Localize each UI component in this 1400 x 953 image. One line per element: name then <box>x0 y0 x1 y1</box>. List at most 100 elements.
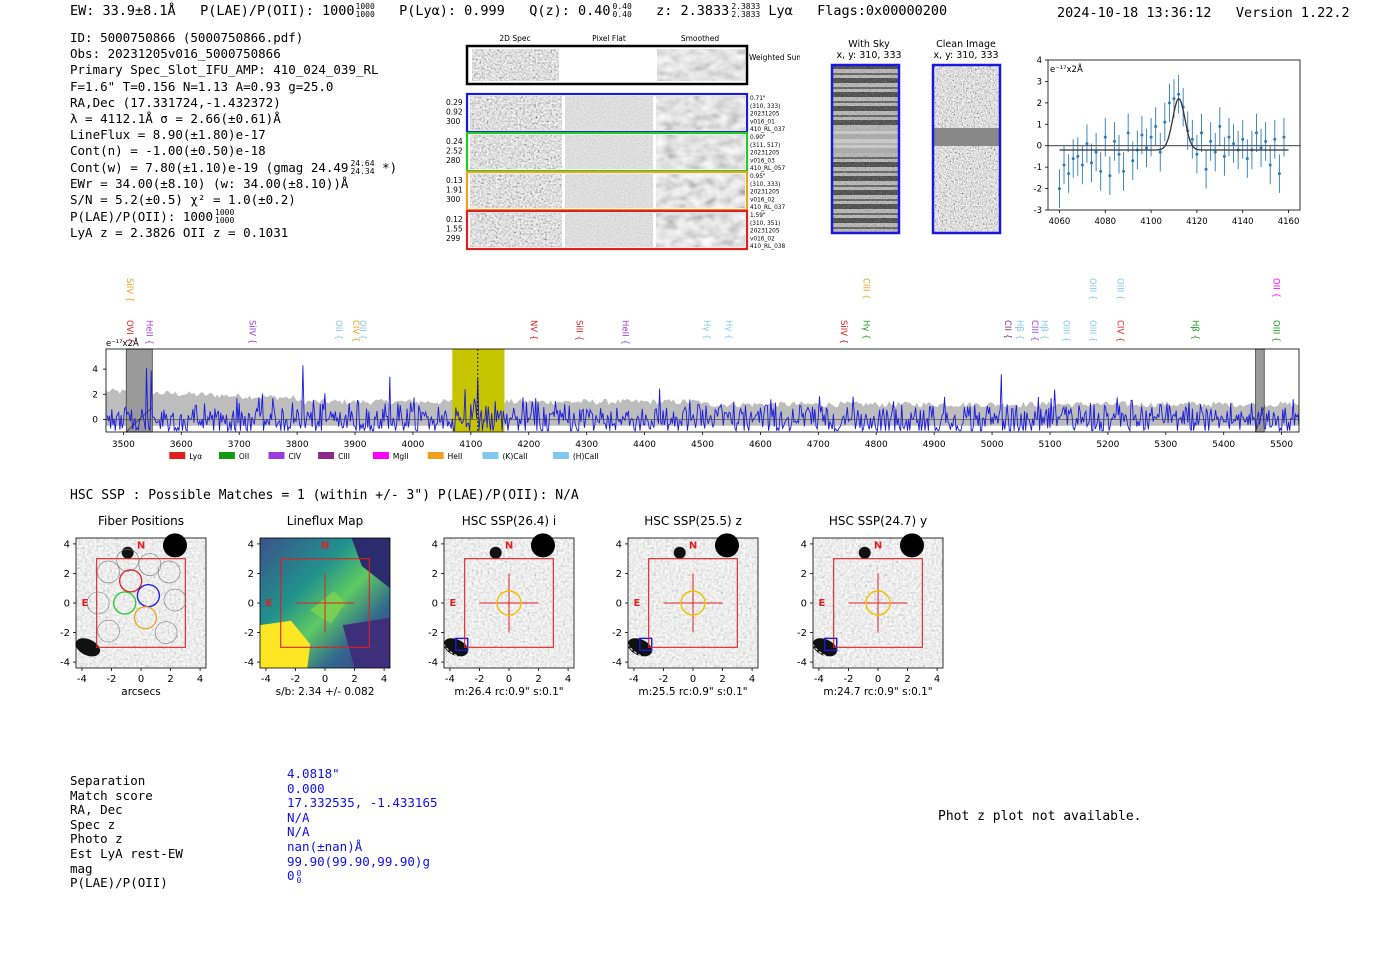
hsc-xtick-label: 0 <box>875 674 881 685</box>
spectrum-legend-label: Lyα <box>189 452 202 461</box>
cutout-row-right-stat: 20231205 <box>750 112 780 118</box>
cutout-row-right-stat: 20231205 <box>750 190 780 196</box>
hsc-xtick-label: 0 <box>506 674 512 685</box>
info-fparams: F=1.6" T=0.156 N=1.13 A=0.93 g=25.0 <box>70 78 334 94</box>
north-label: N <box>505 540 513 551</box>
fiber-circle <box>86 591 110 615</box>
spectrum-legend-swatch <box>169 452 186 459</box>
spectrum-xtick-label: 3600 <box>170 440 193 450</box>
zoom-data-point <box>1108 174 1112 178</box>
bright-source <box>75 638 101 657</box>
zoom-xtick-label: 4100 <box>1140 217 1162 227</box>
cutout-row-left-stat: 0.12 <box>446 215 463 224</box>
cutout-row-right-stat: 1.59" <box>750 213 766 219</box>
spectrum-line-label: CII { <box>1002 320 1012 339</box>
cutout-row-right-stat: 20231205 <box>750 229 780 235</box>
zoom-data-point <box>1177 92 1181 96</box>
label-match-score: Match score <box>70 787 153 803</box>
info-plae-sup: 1000 <box>215 208 235 218</box>
hsc-xtick-label: -2 <box>658 674 668 685</box>
bright-source <box>121 546 134 559</box>
photz-message: Phot z plot not available. <box>938 809 1142 824</box>
cutout-row-right-stat: 410_RL_057 <box>750 166 785 172</box>
zoom-data-point <box>1195 152 1199 156</box>
cutout-row-right-stat: (310, 351) <box>750 221 780 227</box>
fiber-circle-highlight <box>133 606 158 630</box>
zoom-data-point <box>1259 146 1263 150</box>
spectrum-legend-swatch <box>482 452 499 459</box>
value-radec: 17.332535, -1.433165 <box>287 795 438 811</box>
hsc-xtick-label: 2 <box>904 674 910 685</box>
cutout-row-smoothed <box>656 135 745 169</box>
weighted-sum-label-text: Weighted Sum <box>749 53 800 62</box>
detection-info: ID: 5000750866 (5000750866.pdf) Obs: 202… <box>70 30 397 241</box>
spectrum-xtick-label: 4500 <box>691 440 714 450</box>
zoom-data-point <box>1172 97 1176 101</box>
zoom-axes-frame <box>1047 59 1301 211</box>
full-scale-label: e⁻¹⁷x2Å <box>106 337 139 349</box>
zoom-data-point <box>1218 124 1222 128</box>
spectrum-legend-swatch <box>372 452 389 459</box>
zoom-data-point <box>1245 157 1249 161</box>
zoom-ytick-label: 0 <box>1037 142 1042 152</box>
info-contw-end: *) <box>374 159 398 175</box>
hsc-ytick-label: -2 <box>60 628 70 639</box>
value-lya-ew: nan(±nan)Å <box>287 838 363 854</box>
label-mag: mag <box>70 860 93 876</box>
spectrum-line-label: OIII { <box>1114 278 1124 300</box>
header-qz-sup: 0.40 <box>612 2 632 11</box>
cutout-row-pixelflat <box>565 174 653 208</box>
spectrum-ytick-label: 0 <box>92 415 98 425</box>
spectrum-xtick-label: 3800 <box>286 440 309 450</box>
info-contw-text: Cont(w) = 7.80(±1.10)e-19 (gmag 24.49 <box>70 159 349 175</box>
lineflux-center-blob <box>310 591 346 624</box>
zoom-ytick-label: 1 <box>1037 120 1042 130</box>
spectrum-line-label: OII { <box>1271 278 1281 298</box>
spectrum-line-label: SiII { <box>573 320 583 341</box>
spectrum-line-label: OIII { <box>1087 278 1097 300</box>
spectrum-xtick-label: 5200 <box>1096 440 1119 450</box>
hsc-xtick-label: -4 <box>445 674 455 685</box>
spectrum-flux-line <box>106 365 1300 433</box>
spectrum-xtick-label: 4900 <box>923 440 946 450</box>
spectrum-xtick-label: 5000 <box>981 440 1004 450</box>
spectrum-ytick-label: 4 <box>92 365 98 375</box>
spectrum-line-label: Hβ { <box>1190 320 1200 340</box>
fiber-circle <box>138 553 162 576</box>
cutout-row-left-stat: 300 <box>446 195 461 204</box>
hsc-ytick-label: -2 <box>428 628 438 639</box>
zoom-data-point <box>1071 157 1075 161</box>
cutout-panel: 2D Spec Pixel Flat Smoothed Weighted Sum… <box>440 30 804 255</box>
spectrum-legend-swatch <box>318 452 335 459</box>
zoom-xtick-label: 4080 <box>1094 217 1116 227</box>
value-separation: 4.0818" <box>287 766 340 781</box>
value-plae-sup: 0 <box>296 868 302 878</box>
north-label: N <box>689 540 697 551</box>
spectrum-legend-label: CIII <box>338 452 350 461</box>
spectrum-xtick-label: 4300 <box>575 440 598 450</box>
bright-source <box>673 546 686 559</box>
hsc-xtick-label: -2 <box>474 674 484 685</box>
bright-source <box>162 533 187 558</box>
spectrum-legend-label: CIV <box>288 452 301 461</box>
zoom-data-point <box>1232 142 1236 146</box>
info-plae-text: P(LAE)/P(OII): 1000 <box>70 208 213 224</box>
hsc-ytick-label: 4 <box>801 539 807 550</box>
zoom-xtick-label: 4060 <box>1049 217 1071 227</box>
cutout-row-right-stat: 0.95" <box>750 174 766 180</box>
info-contn: Cont(n) = -1.00(±0.50)e-18 <box>70 143 266 159</box>
cutout-row-left-stat: 2.52 <box>446 147 463 156</box>
zoom-data-point <box>1241 137 1245 141</box>
zoom-scale-label: e⁻¹⁷x2Å <box>1050 63 1083 75</box>
hsc-panel-caption: arcsecs <box>121 686 160 698</box>
hsc-ytick-label: 0 <box>432 599 438 610</box>
fiber-circle <box>97 619 120 643</box>
bright-source <box>530 533 555 558</box>
zoom-data-point <box>1085 142 1089 146</box>
zoom-spectrum-svg: e⁻¹⁷x2Å -3 -2 -1 0 1 2 3 4 4060 4080 4100 4120 4140 4… <box>1034 56 1301 227</box>
hsc-summary: HSC SSP : Possible Matches = 1 (within +… <box>70 488 579 503</box>
zoom-data-point <box>1117 152 1121 156</box>
zoom-data-point <box>1126 131 1130 135</box>
hsc-xtick-label: 4 <box>197 674 203 685</box>
